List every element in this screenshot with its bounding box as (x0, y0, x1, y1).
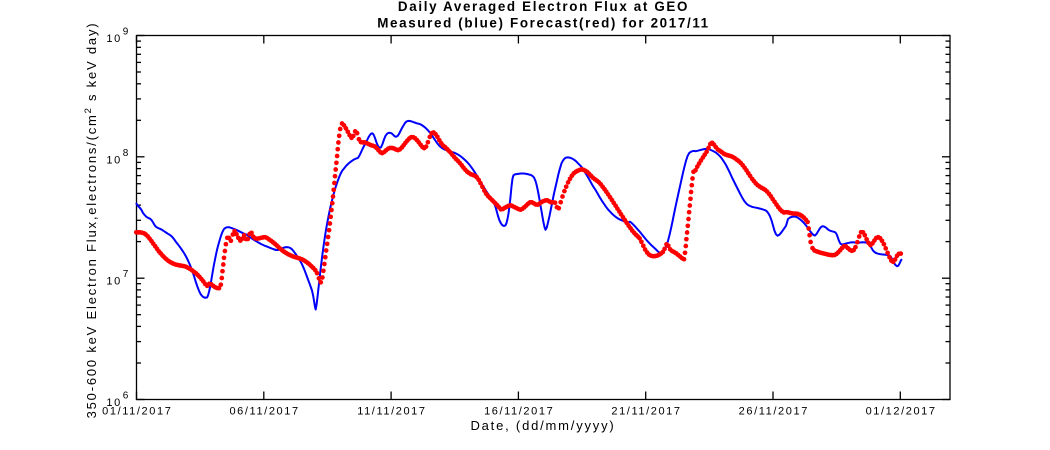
svg-text:10: 10 (106, 397, 121, 409)
svg-text:7: 7 (123, 269, 129, 280)
svg-text:26/11/2017: 26/11/2017 (739, 405, 809, 417)
svg-text:10: 10 (106, 154, 121, 166)
svg-text:Daily Averaged Electron Flux a: Daily Averaged Electron Flux at GEO (398, 0, 689, 14)
svg-text:Date, (dd/mm/yyyy): Date, (dd/mm/yyyy) (470, 418, 615, 433)
svg-text:9: 9 (123, 27, 129, 38)
svg-text:01/11/2017: 01/11/2017 (102, 405, 172, 417)
svg-text:10: 10 (106, 276, 121, 288)
svg-text:16/11/2017: 16/11/2017 (484, 405, 554, 417)
svg-text:8: 8 (123, 148, 129, 159)
svg-text:350-600 keV Electron Flux,elec: 350-600 keV Electron Flux,electrons/(cm2… (83, 22, 99, 419)
svg-text:10: 10 (106, 33, 121, 45)
svg-text:6: 6 (123, 391, 129, 402)
svg-text:21/11/2017: 21/11/2017 (611, 405, 681, 417)
svg-text:06/11/2017: 06/11/2017 (229, 405, 299, 417)
svg-text:11/11/2017: 11/11/2017 (357, 405, 426, 417)
svg-text:01/12/2017: 01/12/2017 (866, 405, 937, 417)
svg-text:Measured (blue) Forecast(red): Measured (blue) Forecast(red) for 2017/1… (377, 15, 710, 30)
